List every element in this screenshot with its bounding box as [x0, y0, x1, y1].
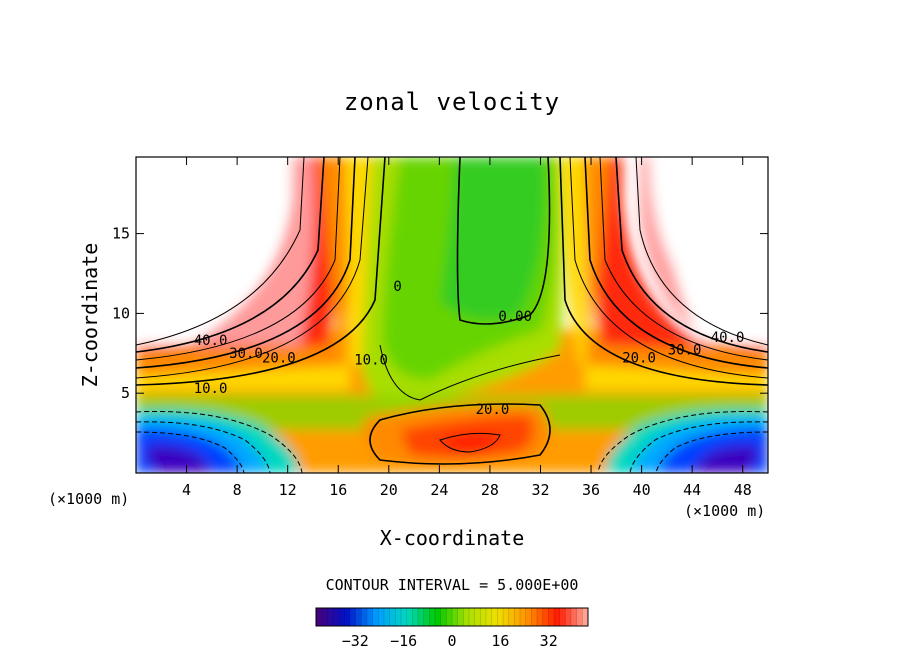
colorbar-segment: [361, 608, 368, 626]
colorbar-segment: [395, 608, 402, 626]
colorbar-segment: [554, 608, 560, 626]
x-tick-label: 24: [430, 481, 448, 499]
colorbar-segment: [491, 608, 498, 626]
colorbar-segment: [520, 608, 526, 626]
x-tick-label: 28: [481, 481, 499, 499]
colorbar-segment: [548, 608, 555, 626]
colorbar-segment: [378, 608, 385, 626]
colorbar-segment: [367, 608, 373, 626]
colorbar-segment: [423, 608, 430, 626]
colorbar-segment: [350, 608, 356, 626]
colorbar-segment: [316, 608, 322, 626]
colorbar-segment: [333, 608, 339, 626]
colorbar-segment: [327, 608, 334, 626]
x-tick-label: 4: [182, 481, 191, 499]
colorbar-tick-label: 32: [540, 632, 558, 650]
colorbar-segment: [355, 608, 362, 626]
x-tick-label: 44: [683, 481, 701, 499]
colorbar-segment: [469, 608, 475, 626]
colorbar-segment: [446, 608, 453, 626]
x-tick-label: 8: [233, 481, 242, 499]
contour-label: 0: [393, 279, 401, 295]
contour-label: 0.00: [498, 309, 532, 325]
contour-label: 30.0: [668, 343, 702, 359]
colorbar-segment: [486, 608, 492, 626]
y-tick-label: 5: [121, 384, 130, 402]
y-tick-label: 15: [112, 225, 130, 243]
colorbar-segment: [514, 608, 521, 626]
colorbar-segment: [497, 608, 504, 626]
colorbar-segment: [508, 608, 515, 626]
colorbar-segment: [582, 608, 589, 626]
contour-interval-label: CONTOUR INTERVAL = 5.000E+00: [325, 576, 579, 594]
colorbar-segment: [531, 608, 538, 626]
colorbar-segment: [344, 608, 351, 626]
colorbar-segment: [372, 608, 379, 626]
colorbar-segment: [463, 608, 470, 626]
y-tick-label: 10: [112, 304, 130, 322]
x-tick-label: 48: [734, 481, 752, 499]
plot-frame: [135, 156, 769, 474]
x-unit-left: (×1000 m): [48, 490, 130, 508]
colorbar-tick-label: 16: [491, 632, 509, 650]
contour-label: 20.0: [262, 351, 296, 367]
x-tick-label: 36: [582, 481, 600, 499]
colorbar-segment: [537, 608, 543, 626]
colorbar-segment: [457, 608, 464, 626]
colorbar-segment: [384, 608, 390, 626]
x-tick-label: 32: [531, 481, 549, 499]
colorbar-tick-label: 0: [447, 632, 456, 650]
colorbar-segment: [452, 608, 458, 626]
colorbar-segment: [440, 608, 447, 626]
colorbar-segment: [474, 608, 481, 626]
colorbar-segment: [389, 608, 396, 626]
colorbar-segment: [565, 608, 572, 626]
contour-label: 20.0: [476, 402, 510, 418]
colorbar-frame: [315, 607, 589, 627]
contour-label: 20.0: [622, 351, 656, 367]
chart-title: zonal velocity: [343, 88, 561, 116]
colorbar-segment: [503, 608, 509, 626]
contour-label: 30.0: [229, 346, 263, 362]
contour-label: 10.0: [354, 352, 388, 368]
colorbar-tick-label: −32: [342, 632, 369, 650]
colorbar-segment: [559, 608, 566, 626]
colorbar-segment: [412, 608, 419, 626]
colorbar-tick-label: −16: [390, 632, 417, 650]
colorbar-segment: [435, 608, 441, 626]
colorbar-segment: [525, 608, 532, 626]
contour-label: 40.0: [711, 330, 745, 346]
x-tick-label: 16: [329, 481, 347, 499]
colorbar-segment: [401, 608, 407, 626]
colorbar: −32 −16 0 16 32: [315, 607, 589, 650]
colorbar-segment: [576, 608, 583, 626]
x-tick-label: 12: [279, 481, 297, 499]
colorbar-segment: [480, 608, 487, 626]
colorbar-segment: [406, 608, 413, 626]
colorbar-segment: [338, 608, 345, 626]
contour-label: 40.0: [194, 333, 228, 349]
colorbar-segment: [418, 608, 424, 626]
colorbar-segment: [429, 608, 436, 626]
x-tick-label: 40: [633, 481, 651, 499]
x-axis-label: X-coordinate: [379, 526, 525, 550]
colorbar-segment: [571, 608, 577, 626]
x-unit-right: (×1000 m): [684, 502, 766, 520]
contour-label: 10.0: [194, 381, 228, 397]
colorbar-segment: [321, 608, 328, 626]
colorbar-segment: [542, 608, 549, 626]
x-tick-label: 20: [380, 481, 398, 499]
